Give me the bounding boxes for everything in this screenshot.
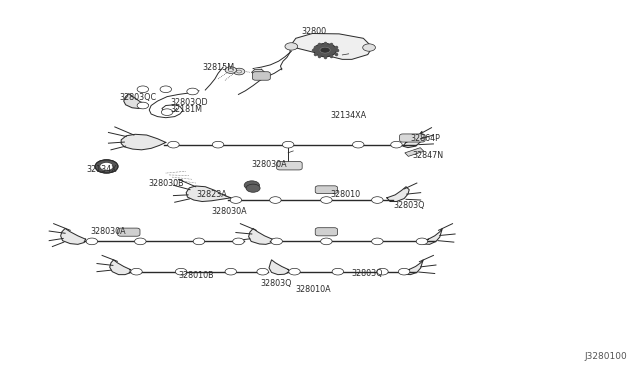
Polygon shape bbox=[399, 260, 423, 275]
Text: 32134X: 32134X bbox=[87, 165, 117, 174]
FancyBboxPatch shape bbox=[316, 228, 337, 236]
Polygon shape bbox=[290, 33, 372, 60]
Text: 328030A: 328030A bbox=[91, 227, 126, 236]
Polygon shape bbox=[121, 134, 166, 150]
Circle shape bbox=[161, 109, 173, 115]
Circle shape bbox=[212, 141, 224, 148]
Bar bbox=[405, 148, 424, 156]
Polygon shape bbox=[109, 260, 130, 275]
Circle shape bbox=[372, 197, 383, 203]
FancyBboxPatch shape bbox=[399, 134, 425, 142]
Polygon shape bbox=[403, 131, 422, 148]
Polygon shape bbox=[124, 94, 148, 109]
Text: 32803QD: 32803QD bbox=[170, 99, 208, 108]
Circle shape bbox=[391, 141, 402, 148]
Text: 328030B: 328030B bbox=[148, 179, 184, 187]
Circle shape bbox=[175, 268, 187, 275]
Circle shape bbox=[353, 141, 364, 148]
Circle shape bbox=[225, 268, 237, 275]
Text: 32181M: 32181M bbox=[170, 105, 202, 114]
Polygon shape bbox=[186, 186, 231, 202]
Circle shape bbox=[230, 197, 242, 203]
Circle shape bbox=[377, 268, 388, 275]
Circle shape bbox=[233, 238, 244, 245]
Circle shape bbox=[244, 181, 259, 190]
Circle shape bbox=[269, 197, 281, 203]
Text: 32864P: 32864P bbox=[410, 134, 440, 142]
FancyBboxPatch shape bbox=[316, 186, 337, 193]
Circle shape bbox=[137, 102, 148, 109]
Circle shape bbox=[271, 238, 282, 245]
Text: J3280100: J3280100 bbox=[584, 352, 627, 361]
FancyBboxPatch shape bbox=[118, 228, 140, 236]
Circle shape bbox=[168, 141, 179, 148]
FancyBboxPatch shape bbox=[252, 72, 270, 80]
Circle shape bbox=[398, 268, 410, 275]
Text: 32823A: 32823A bbox=[196, 190, 227, 199]
Polygon shape bbox=[248, 228, 272, 244]
Circle shape bbox=[193, 238, 205, 245]
Circle shape bbox=[187, 88, 198, 95]
Circle shape bbox=[320, 47, 330, 53]
Circle shape bbox=[137, 86, 148, 93]
Circle shape bbox=[372, 238, 383, 245]
Circle shape bbox=[234, 68, 245, 75]
Text: 32803Q: 32803Q bbox=[261, 279, 292, 288]
Text: 32803Q: 32803Q bbox=[351, 269, 383, 278]
Circle shape bbox=[321, 197, 332, 203]
Text: 32800: 32800 bbox=[301, 27, 326, 36]
Text: 32847N: 32847N bbox=[413, 151, 444, 160]
Text: 328030A: 328030A bbox=[252, 160, 287, 169]
Text: 32803QC: 32803QC bbox=[120, 93, 157, 102]
FancyBboxPatch shape bbox=[276, 161, 302, 170]
Polygon shape bbox=[387, 187, 409, 202]
Circle shape bbox=[225, 67, 237, 73]
Circle shape bbox=[363, 44, 376, 51]
Text: 32134XA: 32134XA bbox=[331, 111, 367, 121]
Circle shape bbox=[282, 141, 294, 148]
Text: 32803Q: 32803Q bbox=[394, 201, 425, 211]
Text: 32815M: 32815M bbox=[202, 63, 234, 72]
Circle shape bbox=[160, 86, 172, 93]
Ellipse shape bbox=[100, 163, 113, 170]
Circle shape bbox=[285, 43, 298, 50]
Ellipse shape bbox=[95, 160, 118, 173]
Circle shape bbox=[246, 184, 260, 192]
Circle shape bbox=[321, 238, 332, 245]
Circle shape bbox=[332, 268, 344, 275]
Circle shape bbox=[314, 44, 337, 57]
Polygon shape bbox=[419, 228, 442, 244]
Circle shape bbox=[86, 238, 98, 245]
Circle shape bbox=[257, 268, 268, 275]
Circle shape bbox=[416, 238, 428, 245]
Circle shape bbox=[134, 238, 146, 245]
Polygon shape bbox=[252, 69, 264, 76]
Polygon shape bbox=[269, 260, 289, 275]
Text: 328010B: 328010B bbox=[178, 271, 214, 280]
Polygon shape bbox=[61, 228, 86, 244]
Text: 328030A: 328030A bbox=[212, 207, 247, 217]
Circle shape bbox=[289, 268, 300, 275]
Text: 328010: 328010 bbox=[330, 190, 360, 199]
Circle shape bbox=[131, 268, 142, 275]
Text: 328010A: 328010A bbox=[295, 285, 331, 294]
